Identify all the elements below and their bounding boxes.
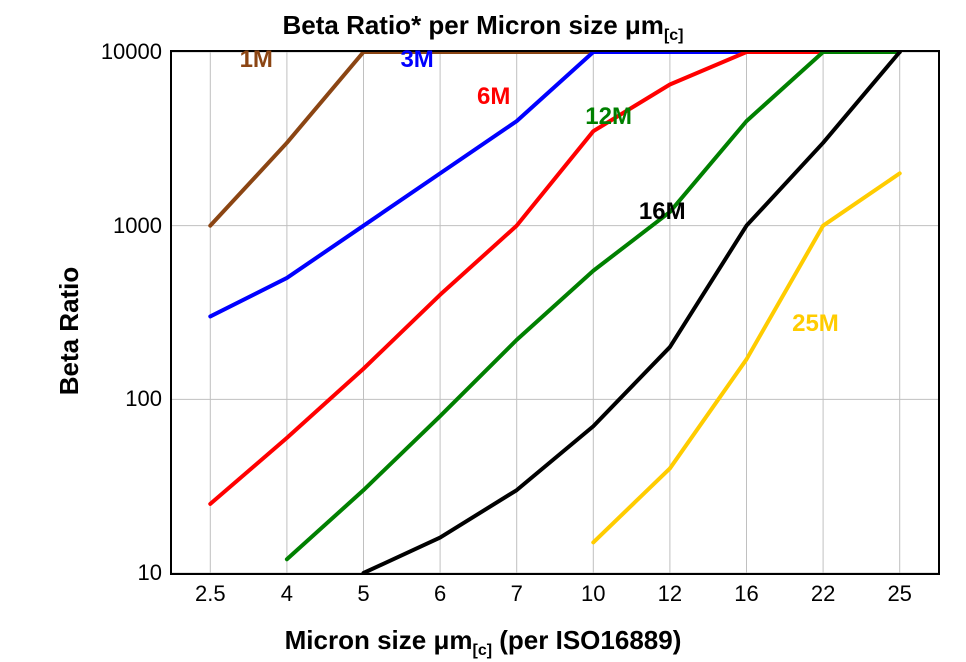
plot-area: 2.545671012162225101001000100001M3M6M12M… — [170, 50, 940, 575]
y-tick-label: 1000 — [113, 213, 162, 239]
x-axis-label: Micron size μm[c] (per ISO16889) — [0, 625, 966, 660]
x-tick-label: 7 — [511, 581, 523, 607]
x-tick-label: 25 — [887, 581, 911, 607]
series-label-1M: 1M — [240, 46, 273, 74]
x-tick-label: 10 — [581, 581, 605, 607]
series-line-3M — [210, 52, 899, 316]
x-tick-label: 5 — [357, 581, 369, 607]
x-tick-label: 4 — [281, 581, 293, 607]
x-tick-label: 22 — [811, 581, 835, 607]
series-label-3M: 3M — [400, 46, 433, 74]
y-axis-label: Beta Ratio — [54, 267, 85, 396]
y-tick-label: 10000 — [101, 39, 162, 65]
series-label-6M: 6M — [477, 83, 510, 111]
y-tick-label: 10 — [138, 560, 162, 586]
x-tick-label: 2.5 — [195, 581, 226, 607]
series-line-6M — [210, 52, 899, 504]
x-tick-label: 12 — [658, 581, 682, 607]
x-tick-label: 6 — [434, 581, 446, 607]
series-label-16M: 16M — [639, 198, 686, 226]
series-label-25M: 25M — [792, 310, 839, 338]
x-tick-label: 16 — [734, 581, 758, 607]
chart-container: Beta Ratio* per Micron size μm[c] Beta R… — [0, 0, 966, 662]
series-label-12M: 12M — [585, 103, 632, 131]
y-tick-label: 100 — [125, 386, 162, 412]
